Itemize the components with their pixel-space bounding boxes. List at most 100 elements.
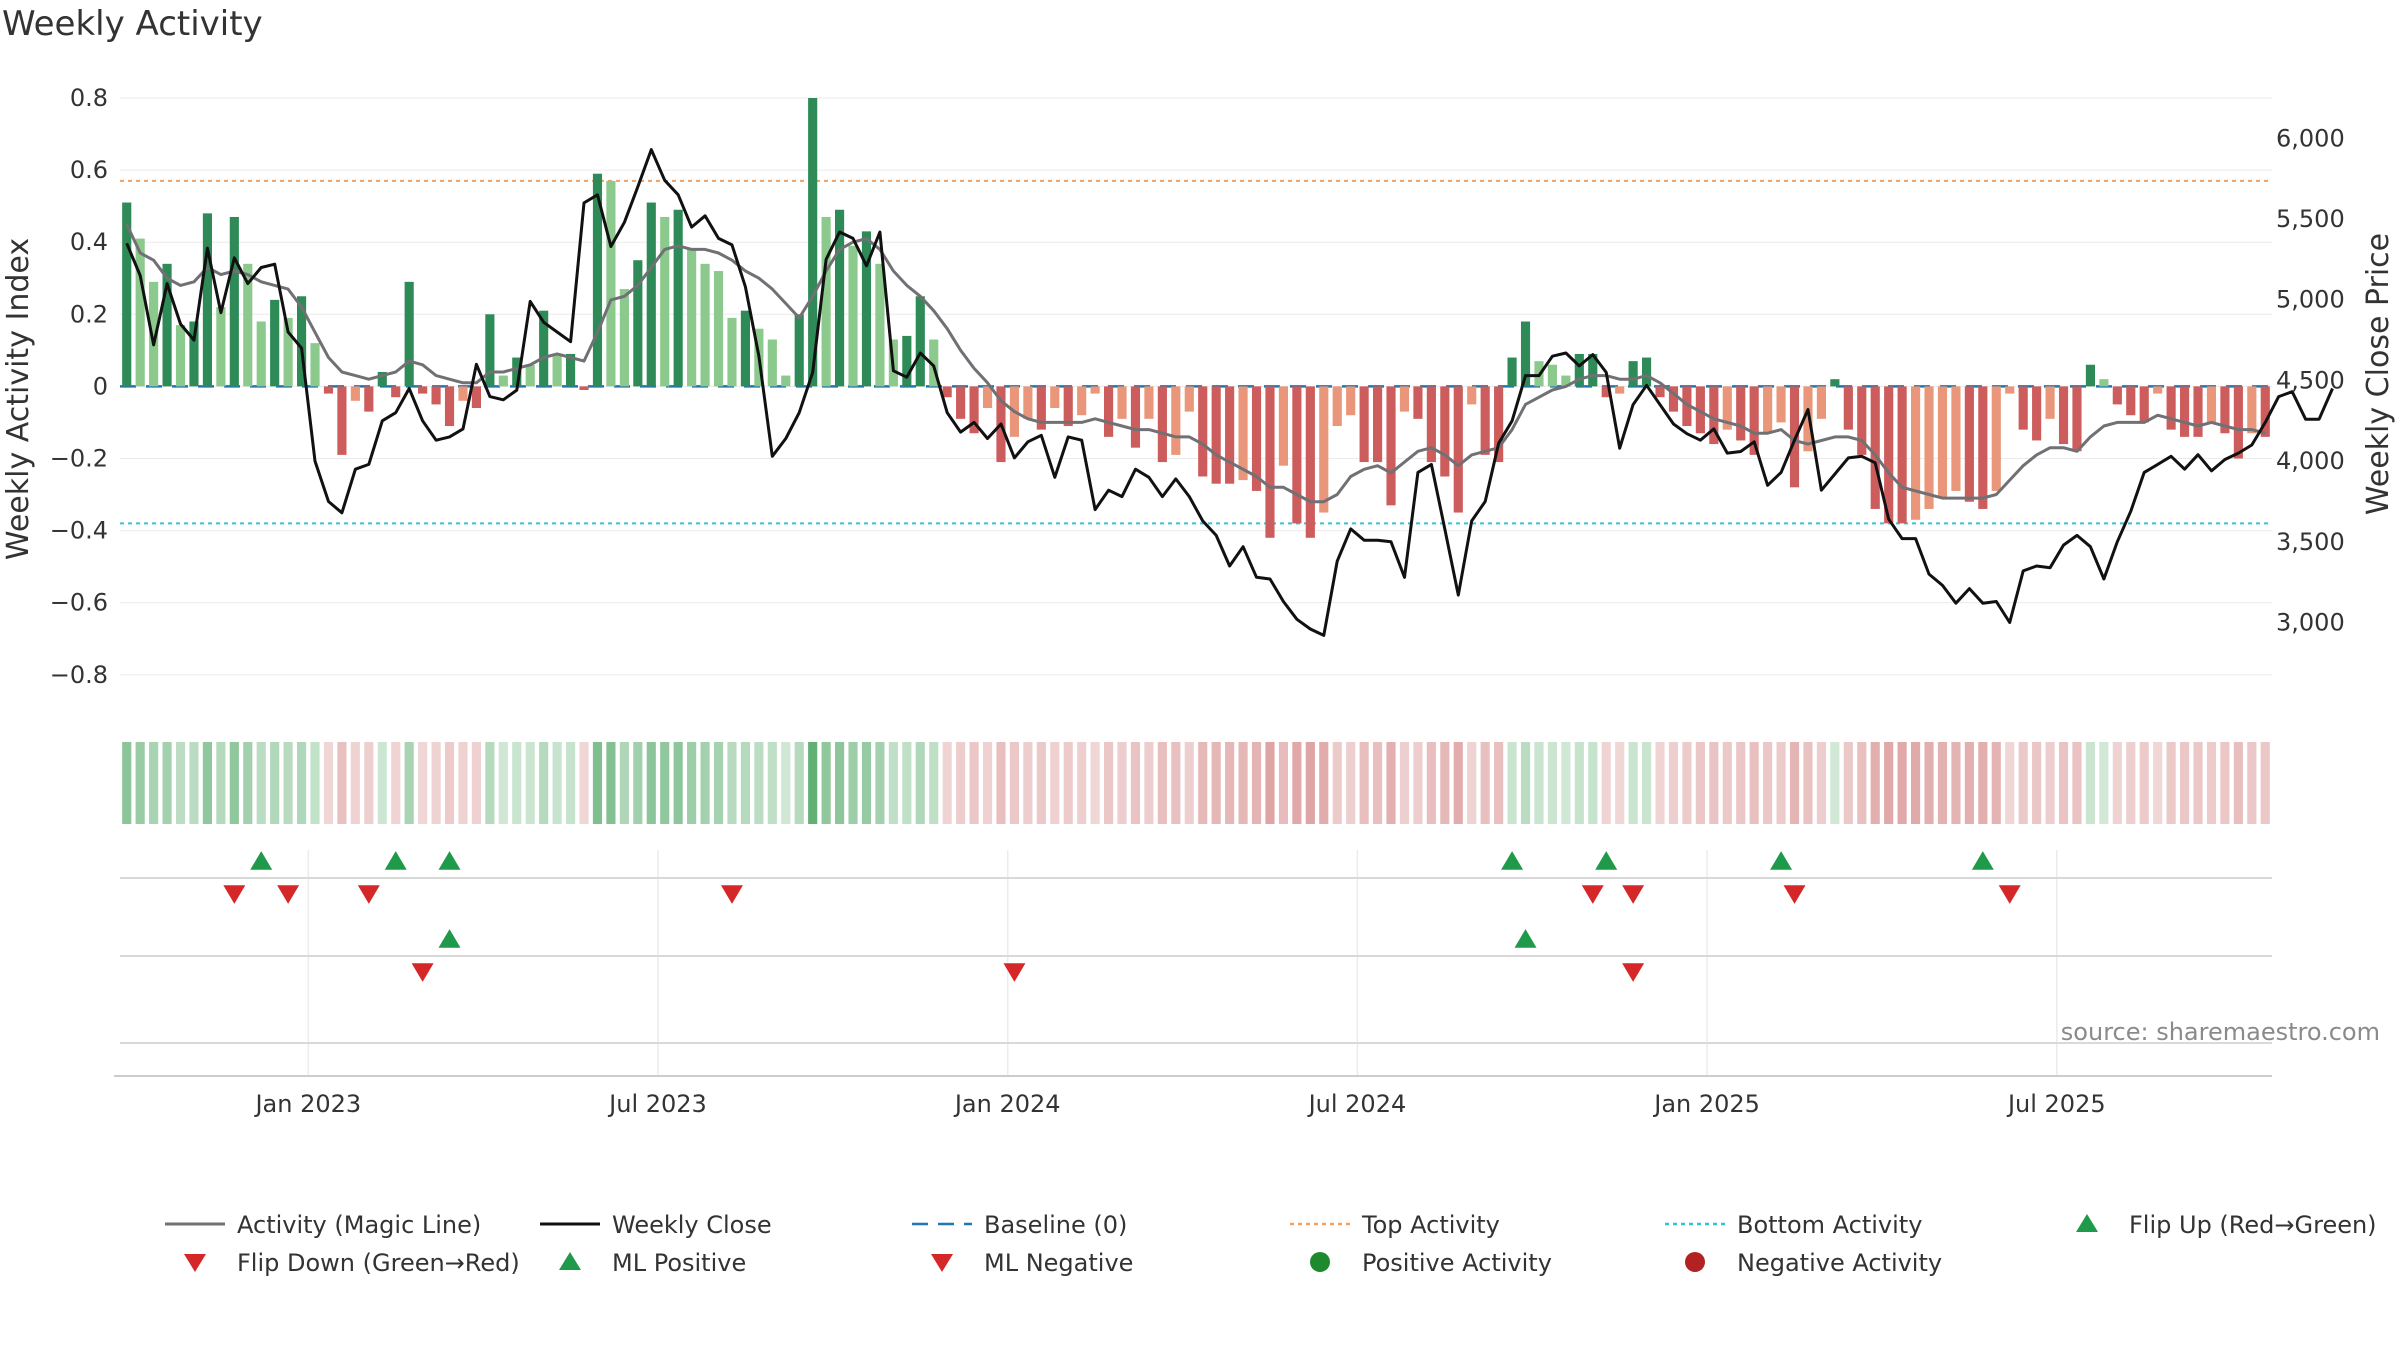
heat-cell: [1668, 742, 1679, 824]
activity-bar: [1615, 386, 1625, 394]
heat-cell: [673, 742, 683, 824]
heat-cell: [2193, 742, 2203, 824]
legend-down-triangle-icon: [931, 1254, 953, 1272]
heat-cell: [1346, 742, 1356, 824]
heat-cell: [1736, 742, 1746, 824]
heat-cell: [619, 742, 629, 824]
heat-cell: [2005, 742, 2015, 824]
y-tick-label: 0: [93, 372, 108, 400]
heat-cell: [149, 742, 159, 824]
heat-cell: [1884, 742, 1894, 824]
activity-bar: [1749, 386, 1759, 455]
legend-item: Baseline (0): [912, 1211, 1127, 1239]
heat-cell: [1574, 742, 1584, 824]
heat-cell: [243, 742, 253, 824]
activity-bar: [1050, 386, 1060, 409]
activity-bar: [310, 343, 320, 387]
heat-cell: [471, 742, 481, 824]
activity-bar: [2220, 386, 2230, 434]
activity-bar: [485, 314, 495, 387]
activity-bars: [122, 98, 2270, 538]
flip-up-marker: [250, 851, 273, 870]
x-tick-label: Jan 2024: [953, 1090, 1061, 1118]
heat-cell: [1130, 742, 1141, 824]
heat-cell: [969, 742, 979, 824]
heat-cell: [1857, 742, 1867, 824]
heat-cell: [1776, 742, 1786, 824]
heat-cell: [1870, 742, 1880, 824]
activity-bar: [821, 216, 831, 387]
heat-cell: [1077, 742, 1087, 824]
heat-cell: [794, 742, 804, 824]
heat-cell: [566, 742, 576, 824]
legend-label: Flip Up (Red→Green): [2129, 1211, 2377, 1239]
activity-bar: [1440, 386, 1450, 477]
activity-bar: [2018, 386, 2028, 430]
heat-cell: [458, 742, 468, 824]
activity-bar: [566, 353, 576, 387]
activity-bar: [1830, 379, 1840, 387]
activity-bar: [942, 386, 952, 398]
y2-axis-label: Weekly Close Price: [2361, 233, 2396, 515]
heat-cell: [539, 742, 549, 824]
heat-cell: [297, 742, 307, 824]
activity-bar: [2099, 379, 2109, 387]
legend-dot-icon: [1310, 1252, 1330, 1272]
activity-bar: [1413, 386, 1423, 419]
activity-bar: [1561, 375, 1571, 387]
activity-bar: [1453, 386, 1463, 513]
x-tick-label: Jul 2024: [1307, 1090, 1407, 1118]
activity-bar: [189, 321, 199, 387]
legend-item: Top Activity: [1290, 1211, 1500, 1239]
heat-cell: [323, 742, 334, 824]
legend-label: Negative Activity: [1737, 1249, 1942, 1277]
activity-bar: [1104, 386, 1114, 437]
activity-bar: [2166, 386, 2176, 430]
activity-bar: [2153, 386, 2163, 394]
activity-bar: [1305, 386, 1315, 538]
heat-cell: [1561, 742, 1571, 824]
activity-bar: [2180, 386, 2190, 437]
heat-cell: [1157, 742, 1167, 824]
heat-cell: [2180, 742, 2190, 824]
heat-cell: [1023, 742, 1033, 824]
activity-bar: [297, 296, 307, 387]
heat-cell: [821, 742, 831, 824]
activity-bar: [915, 296, 925, 387]
x-tick-label: Jul 2023: [607, 1090, 707, 1118]
heat-cell: [1319, 742, 1329, 824]
activity-bar: [1668, 386, 1679, 412]
flip-up-marker: [1501, 851, 1524, 870]
ml-positive-marker: [438, 929, 461, 948]
activity-bar: [2112, 386, 2122, 405]
activity-bar: [135, 238, 145, 387]
activity-bar: [444, 386, 455, 427]
activity-bar: [1023, 386, 1033, 419]
activity-bar: [592, 173, 603, 387]
heat-cell: [418, 742, 428, 824]
weekly-close-line: [125, 148, 2334, 637]
heat-cell: [498, 742, 508, 824]
heat-cell: [848, 742, 858, 824]
activity-bar: [1601, 386, 1611, 398]
heat-cell: [2045, 742, 2055, 824]
heat-cell: [888, 742, 898, 824]
activity-bar: [1628, 361, 1638, 387]
activity-bar: [982, 386, 993, 409]
series-lines: [125, 148, 2334, 637]
heat-cell: [1803, 742, 1813, 824]
heat-cell: [2032, 742, 2042, 824]
ml-negative-marker: [1003, 963, 1026, 982]
heat-cell: [767, 742, 777, 824]
activity-bar: [229, 216, 239, 387]
legend-label: Activity (Magic Line): [237, 1211, 481, 1239]
heat-cell: [1924, 742, 1934, 824]
heat-cell: [1413, 742, 1423, 824]
heat-cell: [525, 742, 535, 824]
heat-cell: [915, 742, 925, 824]
activity-bar: [162, 263, 172, 387]
heat-cell: [1238, 742, 1248, 824]
heat-cell: [875, 742, 885, 824]
activity-bar: [1937, 386, 1948, 499]
activity-bar: [2260, 386, 2270, 437]
